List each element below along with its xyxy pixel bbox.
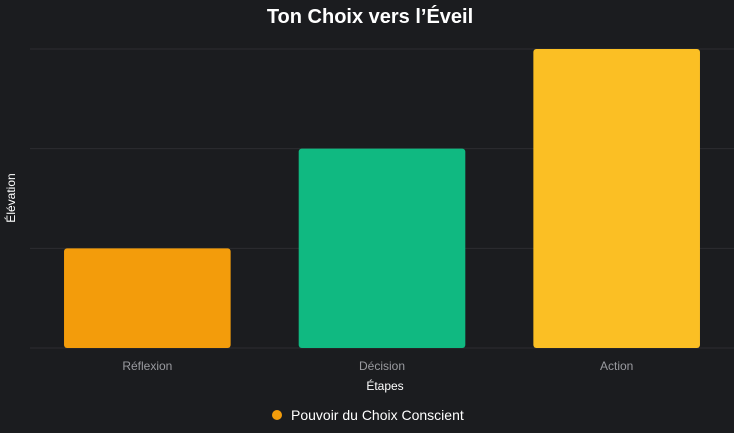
x-tick-labels: Réflexion Décision Action <box>122 359 633 373</box>
bar-0[interactable] <box>64 248 231 348</box>
chart-title: Ton Choix vers l’Éveil <box>267 5 473 28</box>
y-axis-label: Élévation <box>3 173 18 222</box>
bars <box>64 49 700 348</box>
bar-2[interactable] <box>533 49 700 348</box>
legend[interactable]: Pouvoir du Choix Conscient <box>272 407 464 423</box>
x-tick-label-2: Action <box>600 359 633 373</box>
x-tick-label-0: Réflexion <box>122 359 172 373</box>
legend-label: Pouvoir du Choix Conscient <box>291 407 464 423</box>
x-tick-label-1: Décision <box>359 359 405 373</box>
x-axis-label: Étapes <box>366 378 403 393</box>
legend-marker <box>272 410 282 420</box>
bar-1[interactable] <box>298 148 466 348</box>
